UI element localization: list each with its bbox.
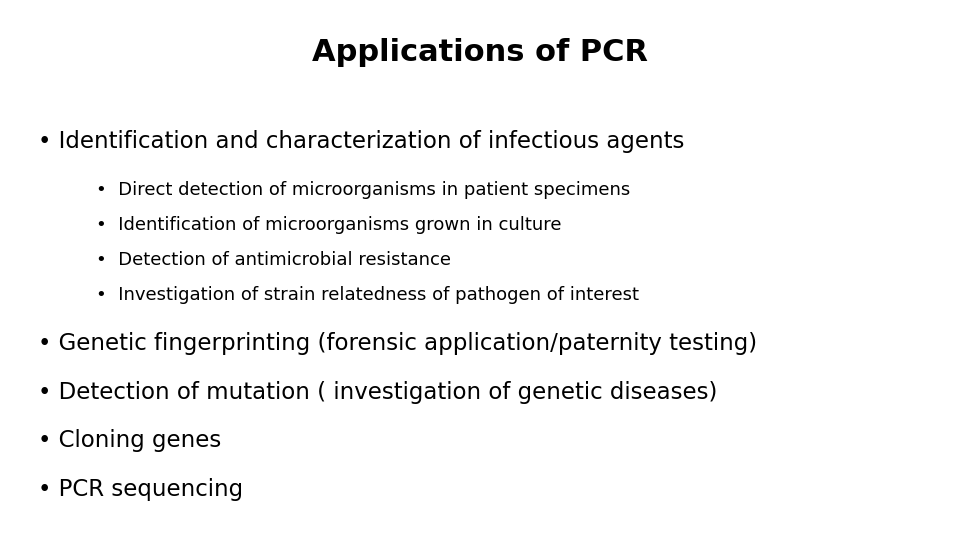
- Text: • Genetic fingerprinting (forensic application/paternity testing): • Genetic fingerprinting (forensic appli…: [38, 332, 757, 355]
- Text: •  Investigation of strain relatedness of pathogen of interest: • Investigation of strain relatedness of…: [96, 286, 639, 304]
- Text: • Detection of mutation ( investigation of genetic diseases): • Detection of mutation ( investigation …: [38, 381, 718, 404]
- Text: • Identification and characterization of infectious agents: • Identification and characterization of…: [38, 130, 684, 153]
- Text: • PCR sequencing: • PCR sequencing: [38, 478, 244, 501]
- Text: •  Identification of microorganisms grown in culture: • Identification of microorganisms grown…: [96, 216, 562, 234]
- Text: • Cloning genes: • Cloning genes: [38, 429, 222, 453]
- Text: •  Detection of antimicrobial resistance: • Detection of antimicrobial resistance: [96, 251, 451, 269]
- Text: Applications of PCR: Applications of PCR: [312, 38, 648, 67]
- Text: •  Direct detection of microorganisms in patient specimens: • Direct detection of microorganisms in …: [96, 181, 631, 199]
